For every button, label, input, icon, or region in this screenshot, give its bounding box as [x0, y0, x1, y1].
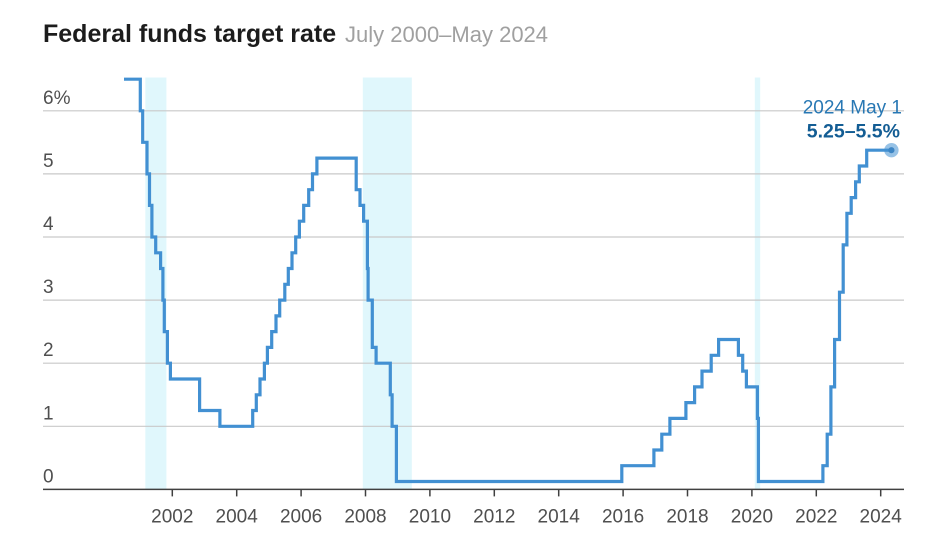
svg-text:2012: 2012	[473, 507, 515, 528]
svg-text:1: 1	[43, 403, 54, 424]
svg-text:2002: 2002	[151, 507, 193, 528]
svg-text:2006: 2006	[280, 507, 322, 528]
svg-text:July 2000–May 2024: July 2000–May 2024	[345, 22, 548, 47]
svg-text:5: 5	[43, 151, 54, 172]
svg-text:2018: 2018	[666, 507, 708, 528]
svg-text:2022: 2022	[795, 507, 837, 528]
svg-text:2016: 2016	[602, 507, 644, 528]
svg-text:2004: 2004	[216, 507, 259, 528]
svg-text:2024: 2024	[860, 507, 903, 528]
svg-text:2010: 2010	[409, 507, 451, 528]
svg-text:4: 4	[43, 214, 54, 235]
svg-text:6%: 6%	[43, 88, 71, 109]
svg-text:5.25–5.5%: 5.25–5.5%	[807, 121, 900, 143]
svg-text:2014: 2014	[538, 507, 581, 528]
svg-text:0: 0	[43, 466, 54, 487]
svg-text:2024 May 1: 2024 May 1	[803, 98, 902, 119]
svg-text:Federal funds target rate: Federal funds target rate	[43, 20, 336, 48]
svg-text:2020: 2020	[731, 507, 773, 528]
svg-text:2008: 2008	[344, 507, 386, 528]
svg-text:2: 2	[43, 340, 54, 361]
svg-text:3: 3	[43, 277, 54, 298]
